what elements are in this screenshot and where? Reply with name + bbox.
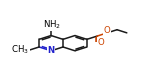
Text: O: O [104, 26, 111, 35]
Text: O: O [97, 38, 104, 47]
Text: NH$_2$: NH$_2$ [43, 18, 61, 31]
Text: N: N [48, 46, 55, 55]
Text: CH$_3$: CH$_3$ [11, 44, 29, 56]
